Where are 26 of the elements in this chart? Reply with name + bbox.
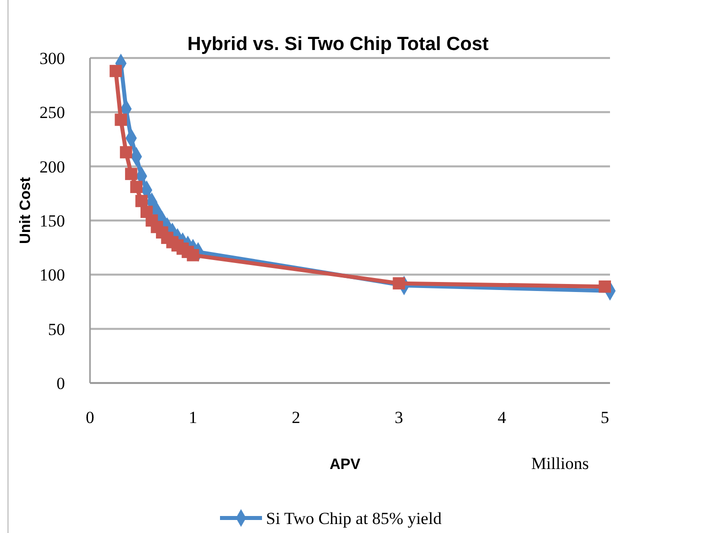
point — [114, 114, 128, 126]
x-tick-label: 4 — [498, 408, 507, 427]
y-tick-label: 200 — [40, 157, 65, 176]
point — [186, 249, 200, 262]
text: Millions — [531, 454, 589, 473]
x-tick-label: 3 — [394, 408, 404, 427]
y-tick-label: 100 — [40, 266, 65, 285]
point — [125, 168, 138, 180]
point — [120, 146, 132, 158]
y-tick-label: 0 — [56, 374, 65, 393]
x-tick-label: 5 — [600, 408, 610, 427]
x-tick-label: 0 — [86, 408, 94, 427]
y-axis-title: Unit Cost — [17, 177, 34, 244]
point — [110, 64, 122, 78]
y-tick-label: 150 — [40, 211, 65, 230]
y-tick-label: 50 — [48, 320, 65, 339]
y-tick-label: 300 — [40, 48, 65, 68]
point — [392, 277, 406, 290]
point — [598, 280, 611, 293]
x-tick-label: 1 — [188, 408, 198, 427]
legend-label: Si Two Chip at 85% yield — [266, 508, 442, 528]
chart-title: Hybrid vs. Si Two Chip Total Cost — [187, 34, 490, 55]
x-tick-label: 2 — [292, 408, 300, 427]
x-axis-title: APV — [330, 456, 360, 473]
y-tick-label: 250 — [40, 103, 65, 122]
point — [130, 180, 142, 194]
